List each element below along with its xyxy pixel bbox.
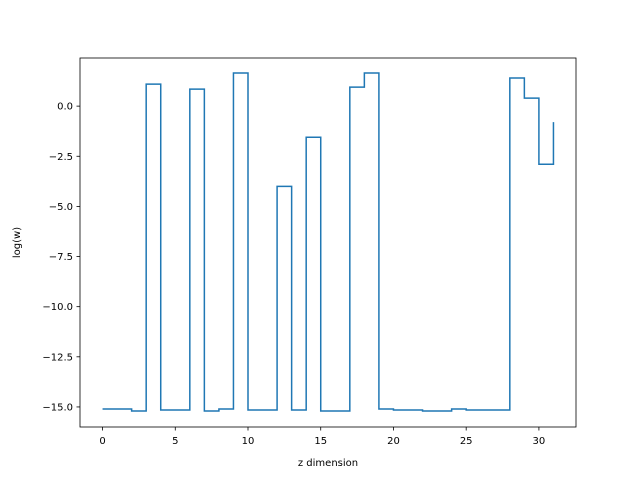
y-tick-label: −5.0 — [49, 202, 73, 213]
x-tick-label: 20 — [387, 436, 400, 447]
x-tick-label: 25 — [460, 436, 473, 447]
y-tick-label: −15.0 — [42, 402, 73, 413]
x-axis-ticks: 0 5 10 15 20 25 30 — [99, 427, 545, 447]
x-tick-label: 10 — [242, 436, 255, 447]
y-axis-label: log(w) — [12, 227, 23, 258]
x-tick-label: 30 — [533, 436, 546, 447]
x-tick-label: 0 — [99, 436, 105, 447]
x-tick-label: 5 — [172, 436, 178, 447]
plot-frame — [79, 57, 577, 428]
y-tick-label: −12.5 — [42, 352, 73, 363]
y-tick-label: 0.0 — [57, 102, 73, 113]
plot-area — [80, 58, 576, 427]
y-tick-label: −10.0 — [42, 302, 73, 313]
series-layer — [102, 72, 555, 412]
y-axis-ticks: −15.0 −12.5 −10.0 −7.5 −5.0 −2.5 0.0 — [42, 102, 80, 413]
y-tick-label: −2.5 — [49, 152, 73, 163]
x-axis-label: z dimension — [298, 458, 358, 469]
x-tick-label: 15 — [314, 436, 327, 447]
y-tick-label: −7.5 — [49, 252, 73, 263]
series-line-0 — [102, 72, 555, 412]
